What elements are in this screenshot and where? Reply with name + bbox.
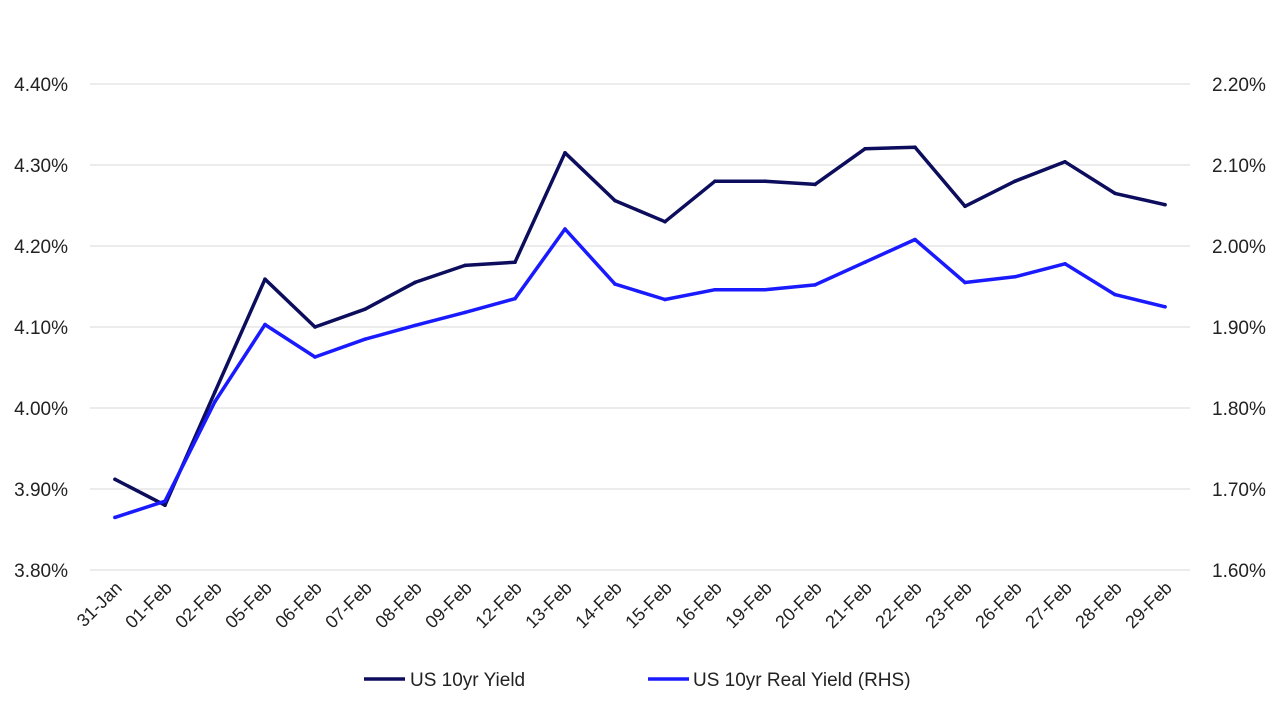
data-point bbox=[913, 237, 917, 242]
data-point bbox=[613, 198, 617, 203]
data-point bbox=[563, 227, 567, 231]
left-y-tick-label: 3.90% bbox=[14, 480, 68, 501]
data-point bbox=[163, 499, 167, 503]
x-tick-label: 16-Feb bbox=[671, 578, 725, 632]
x-tick-label: 31-Jan bbox=[73, 578, 126, 631]
data-point bbox=[513, 260, 517, 265]
right-y-tick-label: 1.90% bbox=[1212, 318, 1266, 339]
data-point bbox=[513, 296, 517, 301]
right-y-tick-label: 2.00% bbox=[1212, 237, 1266, 258]
data-point bbox=[1063, 159, 1067, 164]
series-line-1 bbox=[113, 145, 1167, 507]
x-tick-label: 09-Feb bbox=[421, 578, 475, 632]
left-y-tick-label: 4.40% bbox=[14, 75, 68, 96]
data-point bbox=[813, 283, 817, 287]
data-point bbox=[413, 280, 417, 285]
data-point bbox=[863, 260, 867, 265]
x-tick-label: 12-Feb bbox=[471, 578, 525, 632]
x-tick-label: 01-Feb bbox=[121, 578, 175, 632]
right-y-tick-label: 1.70% bbox=[1212, 480, 1266, 501]
data-point bbox=[713, 287, 717, 292]
data-point bbox=[763, 179, 767, 183]
x-axis: 31-Jan01-Feb02-Feb05-Feb06-Feb07-Feb08-F… bbox=[73, 578, 1176, 632]
data-point bbox=[213, 399, 217, 404]
left-y-tick-label: 4.00% bbox=[14, 399, 68, 420]
left-y-tick-label: 4.10% bbox=[14, 318, 68, 339]
data-point bbox=[1113, 292, 1117, 297]
data-point bbox=[363, 307, 367, 311]
x-tick-label: 27-Feb bbox=[1021, 578, 1075, 632]
legend-label: US 10yr Yield bbox=[410, 670, 525, 691]
x-tick-label: 08-Feb bbox=[371, 578, 425, 632]
data-point bbox=[163, 503, 167, 508]
right-y-tick-label: 1.60% bbox=[1212, 561, 1266, 582]
x-tick-label: 02-Feb bbox=[171, 578, 225, 632]
data-point bbox=[363, 337, 367, 341]
data-point bbox=[563, 151, 567, 155]
data-point bbox=[1063, 262, 1067, 266]
data-point bbox=[1113, 191, 1117, 196]
data-point bbox=[913, 145, 917, 149]
x-tick-label: 28-Feb bbox=[1071, 578, 1125, 632]
data-point bbox=[263, 277, 267, 282]
legend-item: US 10yr Real Yield (RHS) bbox=[648, 670, 911, 691]
x-tick-label: 21-Feb bbox=[821, 578, 875, 632]
right-y-axis: 1.60% 1.70% 1.80% 1.90% 2.00% 2.10% 2.20% bbox=[1212, 75, 1266, 582]
data-point bbox=[463, 263, 467, 268]
legend-label: US 10yr Real Yield (RHS) bbox=[693, 670, 911, 691]
right-y-tick-label: 2.10% bbox=[1212, 156, 1266, 177]
x-tick-label: 13-Feb bbox=[521, 578, 575, 632]
series-lines bbox=[113, 145, 1167, 520]
data-point bbox=[763, 287, 767, 292]
gridlines bbox=[90, 83, 1190, 571]
x-tick-label: 29-Feb bbox=[1121, 578, 1175, 632]
data-point bbox=[613, 282, 617, 286]
x-tick-label: 05-Feb bbox=[221, 578, 275, 632]
x-tick-label: 22-Feb bbox=[871, 578, 925, 632]
x-tick-label: 06-Feb bbox=[271, 578, 325, 632]
data-point bbox=[713, 179, 717, 183]
left-y-tick-label: 3.80% bbox=[14, 561, 68, 582]
data-point bbox=[813, 182, 817, 187]
x-tick-label: 23-Feb bbox=[921, 578, 975, 632]
right-y-tick-label: 1.80% bbox=[1212, 399, 1266, 420]
data-point bbox=[963, 204, 967, 209]
data-point bbox=[313, 355, 317, 359]
x-tick-label: 14-Feb bbox=[571, 578, 625, 632]
data-point bbox=[1163, 304, 1167, 309]
legend-item: US 10yr Yield bbox=[364, 670, 525, 691]
data-point bbox=[963, 280, 967, 285]
data-point bbox=[863, 147, 867, 151]
data-point bbox=[213, 390, 217, 394]
data-point bbox=[263, 322, 267, 327]
legend: US 10yr Yield US 10yr Real Yield (RHS) bbox=[364, 670, 911, 691]
x-tick-label: 19-Feb bbox=[721, 578, 775, 632]
x-tick-label: 20-Feb bbox=[771, 578, 825, 632]
left-y-tick-label: 4.30% bbox=[14, 156, 68, 177]
x-tick-label: 26-Feb bbox=[971, 578, 1025, 632]
data-point bbox=[663, 297, 667, 302]
x-tick-label: 15-Feb bbox=[621, 578, 675, 632]
series-line-2 bbox=[113, 227, 1167, 520]
data-point bbox=[1013, 274, 1017, 279]
data-point bbox=[463, 310, 467, 315]
left-y-tick-label: 4.20% bbox=[14, 237, 68, 258]
x-tick-label: 07-Feb bbox=[321, 578, 375, 632]
right-y-tick-label: 2.20% bbox=[1212, 75, 1266, 96]
data-point bbox=[413, 323, 417, 328]
left-y-axis: 3.80% 3.90% 4.00% 4.10% 4.20% 4.30% 4.40% bbox=[14, 75, 68, 582]
data-point bbox=[1013, 179, 1017, 183]
data-point bbox=[663, 219, 667, 224]
data-point bbox=[313, 325, 317, 329]
data-point bbox=[113, 477, 117, 482]
data-point bbox=[113, 515, 117, 520]
data-point bbox=[1163, 202, 1167, 207]
